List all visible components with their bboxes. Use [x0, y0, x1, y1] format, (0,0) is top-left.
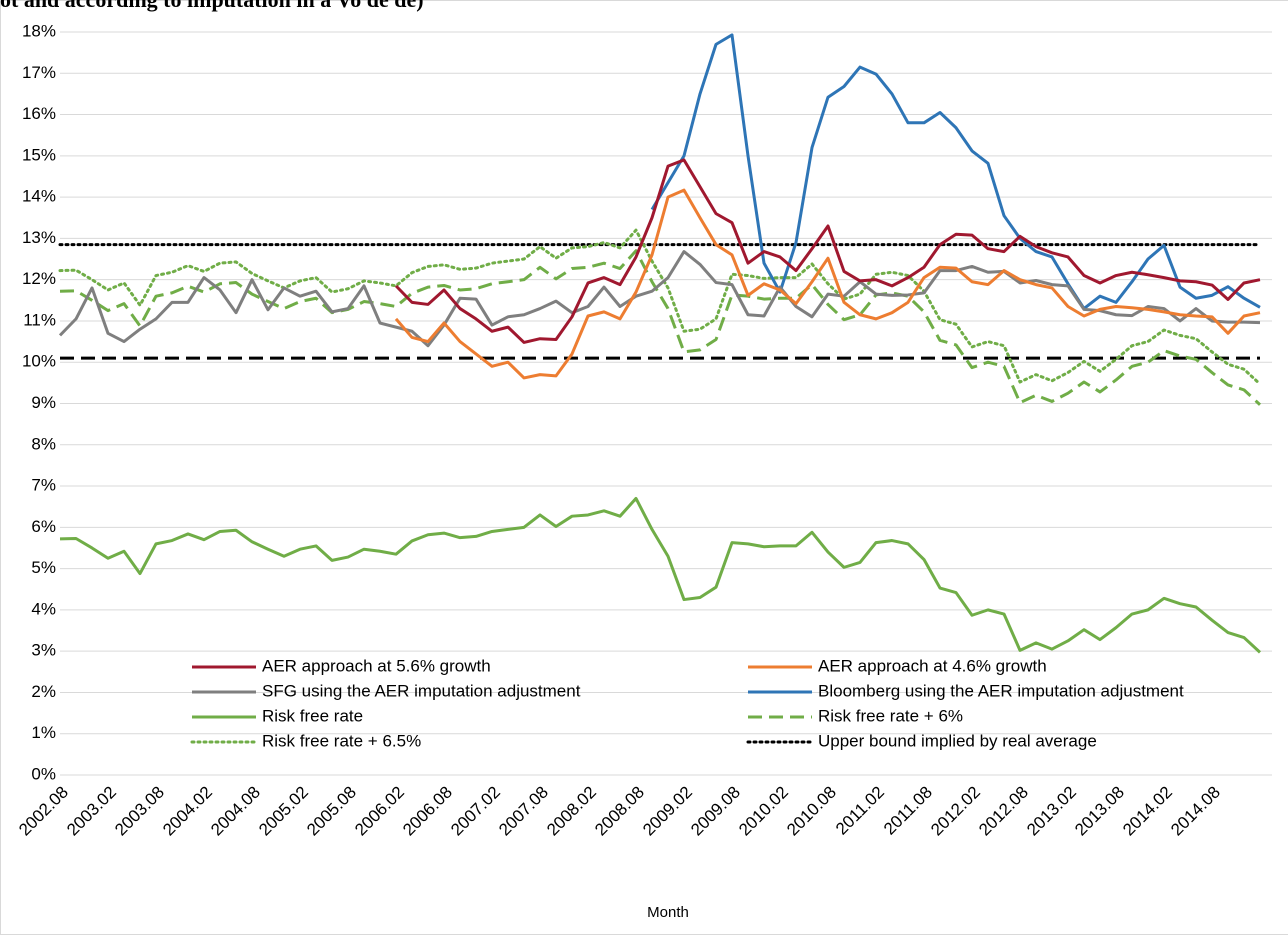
y-tick-label: 11% — [23, 310, 56, 329]
x-tick-label: 2004.02 — [159, 783, 216, 840]
y-tick-label: 4% — [31, 599, 56, 618]
x-tick-label: 2013.08 — [1071, 783, 1128, 840]
legend-label: Bloomberg using the AER imputation adjus… — [818, 681, 1184, 700]
x-tick-label: 2009.08 — [687, 783, 744, 840]
y-tick-label: 2% — [31, 682, 56, 701]
x-tick-label: 2008.02 — [543, 783, 600, 840]
y-tick-label: 12% — [22, 269, 56, 288]
x-tick-label: 2013.02 — [1023, 783, 1080, 840]
legend-label: AER approach at 5.6% growth — [262, 656, 491, 675]
chart-title: ot and according to imputation in a Vo d… — [0, 0, 424, 12]
x-tick-label: 2003.02 — [63, 783, 120, 840]
series-line — [394, 188, 1261, 380]
y-tick-label: 6% — [31, 517, 56, 536]
x-tick-label: 2005.08 — [303, 783, 360, 840]
y-tick-label: 16% — [22, 104, 56, 123]
legend-label: SFG using the AER imputation adjustment — [262, 681, 581, 700]
legend-label: AER approach at 4.6% growth — [818, 656, 1047, 675]
y-tick-label: 17% — [22, 63, 56, 82]
x-tick-label: 2007.08 — [495, 783, 552, 840]
y-tick-label: 15% — [22, 145, 56, 164]
legend-label: Upper bound implied by real average — [818, 731, 1097, 750]
y-tick-label: 3% — [31, 641, 56, 660]
x-tick-label: 2008.08 — [591, 783, 648, 840]
series-line — [650, 33, 1261, 311]
y-tick-label: 8% — [31, 434, 56, 453]
x-tick-label: 2014.08 — [1167, 783, 1224, 840]
y-tick-label: 18% — [22, 21, 56, 40]
y-tick-label: 13% — [22, 228, 56, 247]
legend-label: Risk free rate + 6.5% — [262, 731, 421, 750]
x-tick-label: 2006.02 — [351, 783, 408, 840]
x-tick-label: 2004.08 — [207, 783, 264, 840]
x-tick-label: 2011.02 — [832, 783, 888, 839]
series-line — [58, 250, 1261, 348]
x-tick-label: 2012.08 — [975, 783, 1032, 840]
legend-label: Risk free rate + 6% — [818, 706, 963, 725]
y-tick-label: 14% — [22, 187, 56, 206]
y-tick-label: 5% — [31, 558, 56, 577]
x-tick-label: 2014.02 — [1119, 783, 1176, 840]
legend-label: Risk free rate — [262, 706, 363, 725]
x-tick-label: 2010.02 — [735, 783, 792, 840]
x-tick-label: 2003.08 — [111, 783, 168, 840]
series-line — [59, 496, 1262, 654]
y-tick-label: 10% — [22, 352, 56, 371]
x-tick-label: 2007.02 — [447, 783, 504, 840]
x-tick-label: 2005.02 — [255, 783, 312, 840]
x-tick-label: 2002.08 — [15, 783, 72, 840]
y-tick-label: 0% — [31, 764, 56, 783]
x-tick-label: 2011.08 — [880, 783, 936, 839]
x-tick-label: 2009.02 — [639, 783, 696, 840]
series-line — [394, 158, 1261, 344]
y-tick-label: 1% — [31, 723, 56, 742]
x-tick-label: 2006.08 — [399, 783, 456, 840]
x-tick-label: 2010.08 — [783, 783, 840, 840]
y-tick-label: 7% — [31, 476, 56, 495]
series-line — [59, 249, 1262, 406]
x-axis-title: Month — [647, 904, 689, 921]
y-tick-label: 9% — [31, 393, 56, 412]
x-tick-label: 2012.02 — [927, 783, 984, 840]
series-line — [58, 228, 1262, 386]
